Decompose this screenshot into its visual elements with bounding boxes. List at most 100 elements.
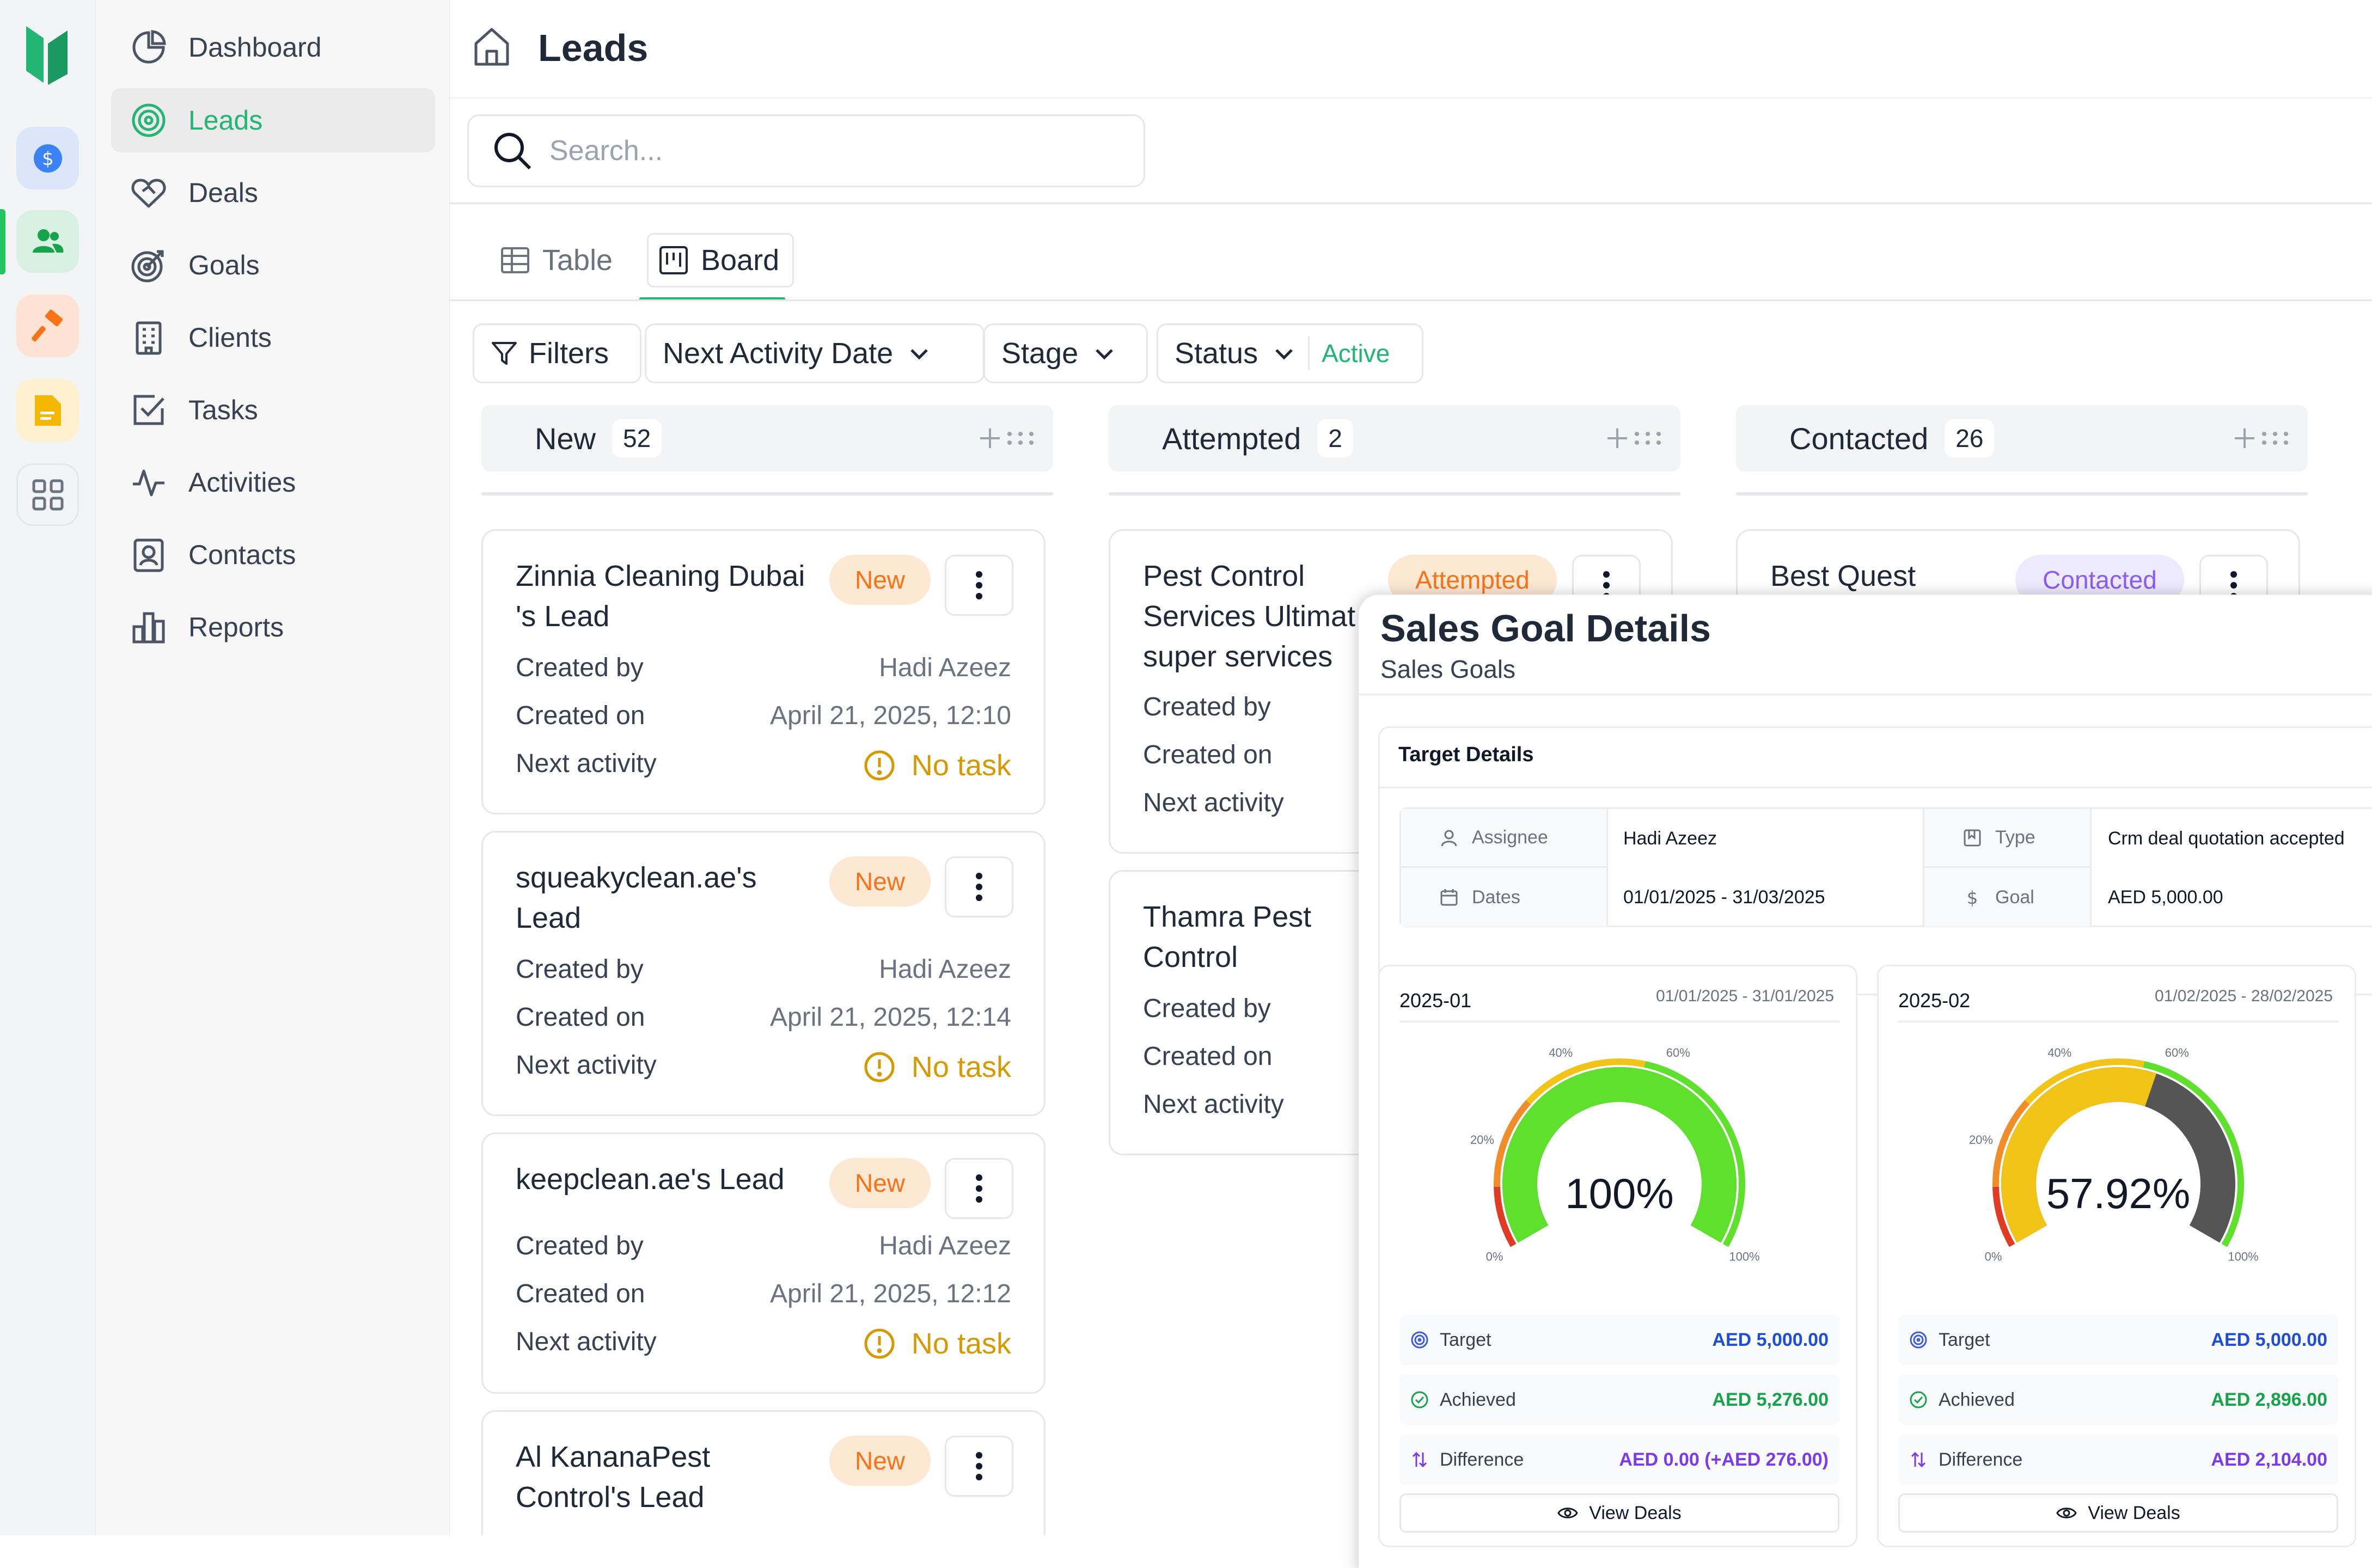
- chevron-down-icon: [1275, 349, 1293, 360]
- next-activity-label: Next activity: [516, 1051, 657, 1080]
- gauge-value-arc: [1502, 1067, 1737, 1243]
- card-menu-button[interactable]: [945, 1158, 1013, 1219]
- active-tab-indicator: [639, 297, 785, 301]
- lead-card[interactable]: squeakyclean.ae's Lead New Created by Had…: [481, 831, 1046, 1116]
- sidebar-item-goals[interactable]: Goals: [111, 233, 435, 297]
- stage-badge: New: [829, 1158, 931, 1208]
- gauge-band: [1526, 1058, 1646, 1105]
- gauge-tick-label: 20%: [1969, 1133, 1993, 1147]
- lead-title: keepclean.ae's Lead: [516, 1163, 785, 1196]
- card-menu-button[interactable]: [945, 555, 1013, 616]
- gauge-band: [1644, 1061, 1745, 1247]
- target-icon: [1411, 1331, 1428, 1349]
- home-icon[interactable]: [473, 26, 511, 68]
- gauge-tick-label: 100%: [2228, 1250, 2258, 1264]
- card-menu-button[interactable]: [945, 856, 1013, 917]
- header: Leads: [450, 0, 2372, 98]
- view-deals-button[interactable]: View Deals: [1399, 1493, 1839, 1533]
- target-value: AED 5,000.00: [1712, 1329, 1829, 1350]
- sidebar-item-dashboard[interactable]: Dashboard: [111, 15, 435, 79]
- sidebar-item-tasks[interactable]: Tasks: [111, 378, 435, 442]
- sidebar-item-reports[interactable]: Reports: [111, 595, 435, 659]
- sidebar-item-activities[interactable]: Activities: [111, 450, 435, 514]
- add-icon[interactable]: [977, 425, 1003, 451]
- lead-title: squeakyclean.ae's Lead: [516, 861, 757, 934]
- divider: [1380, 787, 2372, 788]
- column-title: Contacted: [1789, 421, 1929, 456]
- sidebar-item-leads[interactable]: Leads: [111, 88, 435, 152]
- created-on-label: Created on: [516, 701, 645, 730]
- sales-goal-panel: Sales Goal Details Sales Goals Target De…: [1359, 595, 2372, 1568]
- drag-handle-icon[interactable]: [1006, 430, 1035, 446]
- sidebar-item-label: Dashboard: [188, 32, 322, 63]
- arrows-up-down-icon: [1412, 1451, 1427, 1468]
- sidebar-item-contacts[interactable]: Contacts: [111, 523, 435, 587]
- sidebar-item-clients[interactable]: Clients: [111, 305, 435, 370]
- rail-documents-button[interactable]: [16, 379, 79, 442]
- target-value: AED 5,000.00: [2211, 1329, 2327, 1350]
- goal-period-card: 2025-01 01/01/2025 - 31/01/2025 0% 20% 40%…: [1378, 965, 1857, 1547]
- status-dropdown[interactable]: Status Active: [1157, 323, 1423, 383]
- search-box[interactable]: [467, 114, 1145, 187]
- rail-apps-button[interactable]: [16, 463, 79, 526]
- search-input[interactable]: [549, 134, 1094, 167]
- handshake-icon: [131, 179, 166, 208]
- column-divider: [1736, 492, 2308, 495]
- sidebar: Dashboard Leads Deals Goals Clients Task…: [96, 0, 450, 1535]
- lead-card[interactable]: keepclean.ae's Lead New Created by Hadi …: [481, 1132, 1046, 1394]
- dropdown-label: Status: [1175, 337, 1258, 370]
- next-activity-label: Next activity: [1143, 1090, 1284, 1119]
- gauge-tick-label: 40%: [1549, 1048, 1573, 1059]
- add-icon[interactable]: [2232, 425, 2258, 451]
- sidebar-item-label: Deals: [188, 177, 258, 208]
- achieved-row: Achieved AED 5,276.00: [1399, 1375, 1839, 1425]
- chevron-down-icon: [1096, 349, 1113, 360]
- column-count: 26: [1945, 419, 1995, 457]
- drag-handle-icon[interactable]: [2261, 430, 2289, 446]
- lead-card[interactable]: Zinnia Cleaning Dubai's Lead New Created…: [481, 529, 1046, 814]
- gauge-value-arc: [2001, 1067, 2156, 1243]
- period-range: 01/01/2025 - 31/01/2025: [1656, 987, 1834, 1005]
- alert-circle-icon: [864, 1328, 895, 1359]
- lead-card[interactable]: Al KananaPest Control's Lead New: [481, 1410, 1046, 1535]
- gauge-band: [1494, 1186, 1517, 1247]
- filters-button[interactable]: Filters: [473, 323, 641, 383]
- bar-chart-icon: [132, 612, 165, 644]
- stage-dropdown[interactable]: Stage: [983, 323, 1148, 383]
- target-row: Target AED 5,000.00: [1399, 1315, 1839, 1365]
- tab-table[interactable]: Table: [500, 233, 613, 287]
- next-activity-label: Next activity: [516, 1327, 657, 1356]
- created-by-label: Created by: [516, 653, 644, 682]
- tab-board[interactable]: Board: [647, 233, 794, 287]
- rail-sales-button[interactable]: $: [16, 127, 79, 189]
- dollar-icon: $: [33, 144, 62, 173]
- sidebar-item-label: Clients: [188, 322, 272, 353]
- card-menu-button[interactable]: [945, 1436, 1013, 1497]
- rail-crm-button[interactable]: [16, 210, 79, 273]
- drag-handle-icon[interactable]: [1634, 430, 1662, 446]
- app-rail: $: [0, 0, 96, 1535]
- created-by-value: Hadi Azeez: [879, 955, 1011, 984]
- rail-tools-button[interactable]: [16, 295, 79, 357]
- next-activity-label: Next activity: [1143, 788, 1284, 817]
- sidebar-item-label: Activities: [188, 467, 296, 498]
- column-header-new: New 52: [481, 405, 1053, 471]
- created-by-label: Created by: [1143, 994, 1271, 1023]
- add-icon[interactable]: [1604, 425, 1630, 451]
- document-icon: [34, 395, 61, 426]
- eye-icon: [1557, 1508, 1578, 1518]
- sidebar-item-deals[interactable]: Deals: [111, 161, 435, 225]
- chip-divider: [1308, 336, 1310, 370]
- gauge-tick-label: 60%: [1666, 1048, 1690, 1059]
- sidebar-item-label: Tasks: [188, 395, 258, 425]
- progress-gauge: 0% 20% 40% 60% 100% 100%: [1470, 1048, 1760, 1264]
- gauge-percent-label: 100%: [1565, 1169, 1674, 1217]
- created-by-label: Created by: [1143, 693, 1271, 721]
- sidebar-item-label: Goals: [188, 250, 260, 280]
- view-deals-button[interactable]: View Deals: [1898, 1493, 2338, 1533]
- bookmark-icon: [1964, 829, 1981, 846]
- next-activity-date-dropdown[interactable]: Next Activity Date: [645, 323, 985, 383]
- gauge-percent-label: 57.92%: [2046, 1169, 2191, 1217]
- created-by-value: Hadi Azeez: [879, 653, 1011, 682]
- achieved-row: Achieved AED 2,896.00: [1898, 1375, 2338, 1425]
